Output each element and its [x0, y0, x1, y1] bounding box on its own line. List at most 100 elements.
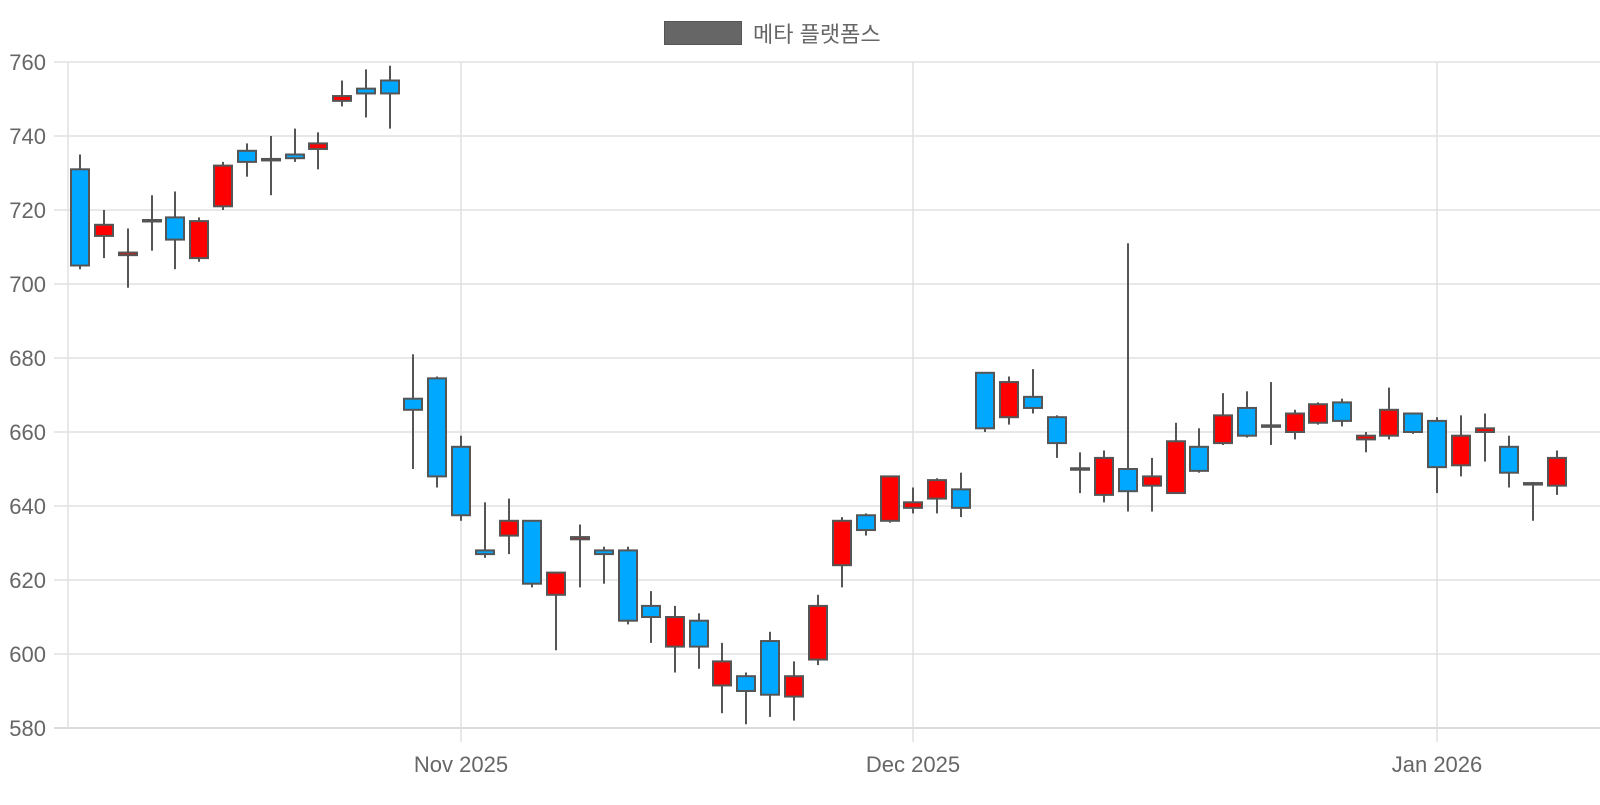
candle[interactable]	[427, 376, 447, 488]
candle[interactable]	[760, 631, 780, 717]
candle-body-down	[522, 519, 542, 585]
candle-body-down	[1118, 468, 1138, 493]
candle[interactable]	[1189, 428, 1209, 473]
y-axis: 580 600 620 640 660 680 700 720 740 760	[9, 50, 46, 741]
candle[interactable]	[1285, 409, 1305, 440]
candle[interactable]	[903, 487, 923, 514]
candle-body-down	[1237, 406, 1257, 437]
candle[interactable]	[1403, 412, 1423, 434]
candle-body-up	[1213, 414, 1233, 445]
candle[interactable]	[594, 546, 614, 584]
candle[interactable]	[261, 136, 281, 196]
candle[interactable]	[1094, 450, 1114, 503]
candle-body-down	[403, 397, 423, 411]
candle[interactable]	[880, 475, 900, 523]
candle[interactable]	[1237, 391, 1257, 438]
candle[interactable]	[380, 65, 400, 129]
candle[interactable]	[1523, 481, 1543, 521]
candle[interactable]	[975, 371, 995, 432]
candle[interactable]	[70, 154, 90, 270]
candle-body-down	[261, 157, 281, 162]
candle[interactable]	[784, 661, 804, 721]
candle-body-up	[546, 571, 566, 596]
y-gridlines	[54, 61, 1600, 729]
candle[interactable]	[999, 376, 1019, 425]
candle[interactable]	[475, 502, 495, 558]
candles	[70, 65, 1567, 725]
candle[interactable]	[712, 642, 732, 714]
candle-body-up	[880, 475, 900, 522]
candle[interactable]	[1379, 387, 1399, 440]
candle-body-up	[665, 616, 685, 648]
candle[interactable]	[570, 524, 590, 588]
candle[interactable]	[856, 513, 876, 536]
candle[interactable]	[94, 210, 114, 259]
candle-body-up	[499, 519, 519, 537]
candle[interactable]	[1261, 382, 1281, 445]
candle[interactable]	[1475, 413, 1495, 462]
candle[interactable]	[522, 519, 542, 588]
candle[interactable]	[237, 143, 257, 177]
candle[interactable]	[1070, 452, 1090, 494]
candle[interactable]	[832, 517, 852, 588]
candle[interactable]	[1023, 369, 1043, 414]
x-gridlines	[67, 62, 1438, 742]
candle[interactable]	[1332, 398, 1352, 427]
candle[interactable]	[142, 195, 162, 251]
candle-body-down	[70, 168, 90, 267]
candle[interactable]	[1547, 450, 1567, 495]
candle[interactable]	[308, 132, 328, 170]
candle[interactable]	[736, 672, 756, 725]
candle[interactable]	[1451, 415, 1471, 477]
candle[interactable]	[951, 472, 971, 518]
candle[interactable]	[1427, 417, 1447, 494]
candle-body-down	[142, 218, 162, 223]
candle-body-down	[618, 549, 638, 622]
x-tick-label: Jan 2026	[1392, 752, 1483, 777]
candle[interactable]	[356, 69, 376, 118]
candle-body-up	[1451, 434, 1471, 467]
candle[interactable]	[1213, 393, 1233, 445]
candle[interactable]	[1142, 457, 1162, 512]
candle[interactable]	[118, 228, 138, 288]
candle[interactable]	[665, 605, 685, 673]
candle[interactable]	[499, 498, 519, 555]
candle[interactable]	[689, 613, 709, 669]
candle[interactable]	[451, 435, 471, 521]
candle-body-up	[1547, 456, 1567, 487]
candle-body-up	[1094, 456, 1114, 496]
candle[interactable]	[1356, 432, 1376, 453]
candle[interactable]	[808, 594, 828, 666]
candle[interactable]	[332, 80, 352, 107]
candle-body-up	[1379, 408, 1399, 437]
candle[interactable]	[213, 161, 233, 210]
y-tick-label: 720	[9, 198, 46, 223]
candle[interactable]	[927, 478, 947, 514]
x-axis: Nov 2025 Dec 2025 Jan 2026	[414, 752, 1482, 777]
legend-label: 메타 플랫폼스	[753, 22, 881, 47]
candle[interactable]	[546, 571, 566, 651]
candle[interactable]	[1047, 415, 1067, 458]
candle[interactable]	[618, 546, 638, 625]
candle-body-down	[1403, 412, 1423, 433]
candle[interactable]	[189, 217, 209, 262]
candle-body-down	[1499, 445, 1519, 474]
candle-body-down	[1047, 416, 1067, 445]
candle[interactable]	[1166, 422, 1186, 495]
y-tick-label: 680	[9, 346, 46, 371]
legend[interactable]: 메타 플랫폼스	[664, 17, 881, 49]
x-tick-label: Nov 2025	[414, 752, 508, 777]
candle-body-down	[856, 514, 876, 532]
candle[interactable]	[1308, 402, 1328, 425]
candle[interactable]	[1118, 243, 1138, 512]
candle-body-down	[951, 488, 971, 509]
candle[interactable]	[403, 354, 423, 469]
candle-body-up	[94, 223, 114, 237]
candle-body-up	[1285, 412, 1305, 433]
candle[interactable]	[641, 591, 661, 643]
candle-body-up	[832, 519, 852, 567]
candle-body-down	[427, 377, 447, 478]
candle[interactable]	[285, 128, 305, 162]
candle[interactable]	[165, 191, 185, 270]
candle[interactable]	[1499, 435, 1519, 488]
